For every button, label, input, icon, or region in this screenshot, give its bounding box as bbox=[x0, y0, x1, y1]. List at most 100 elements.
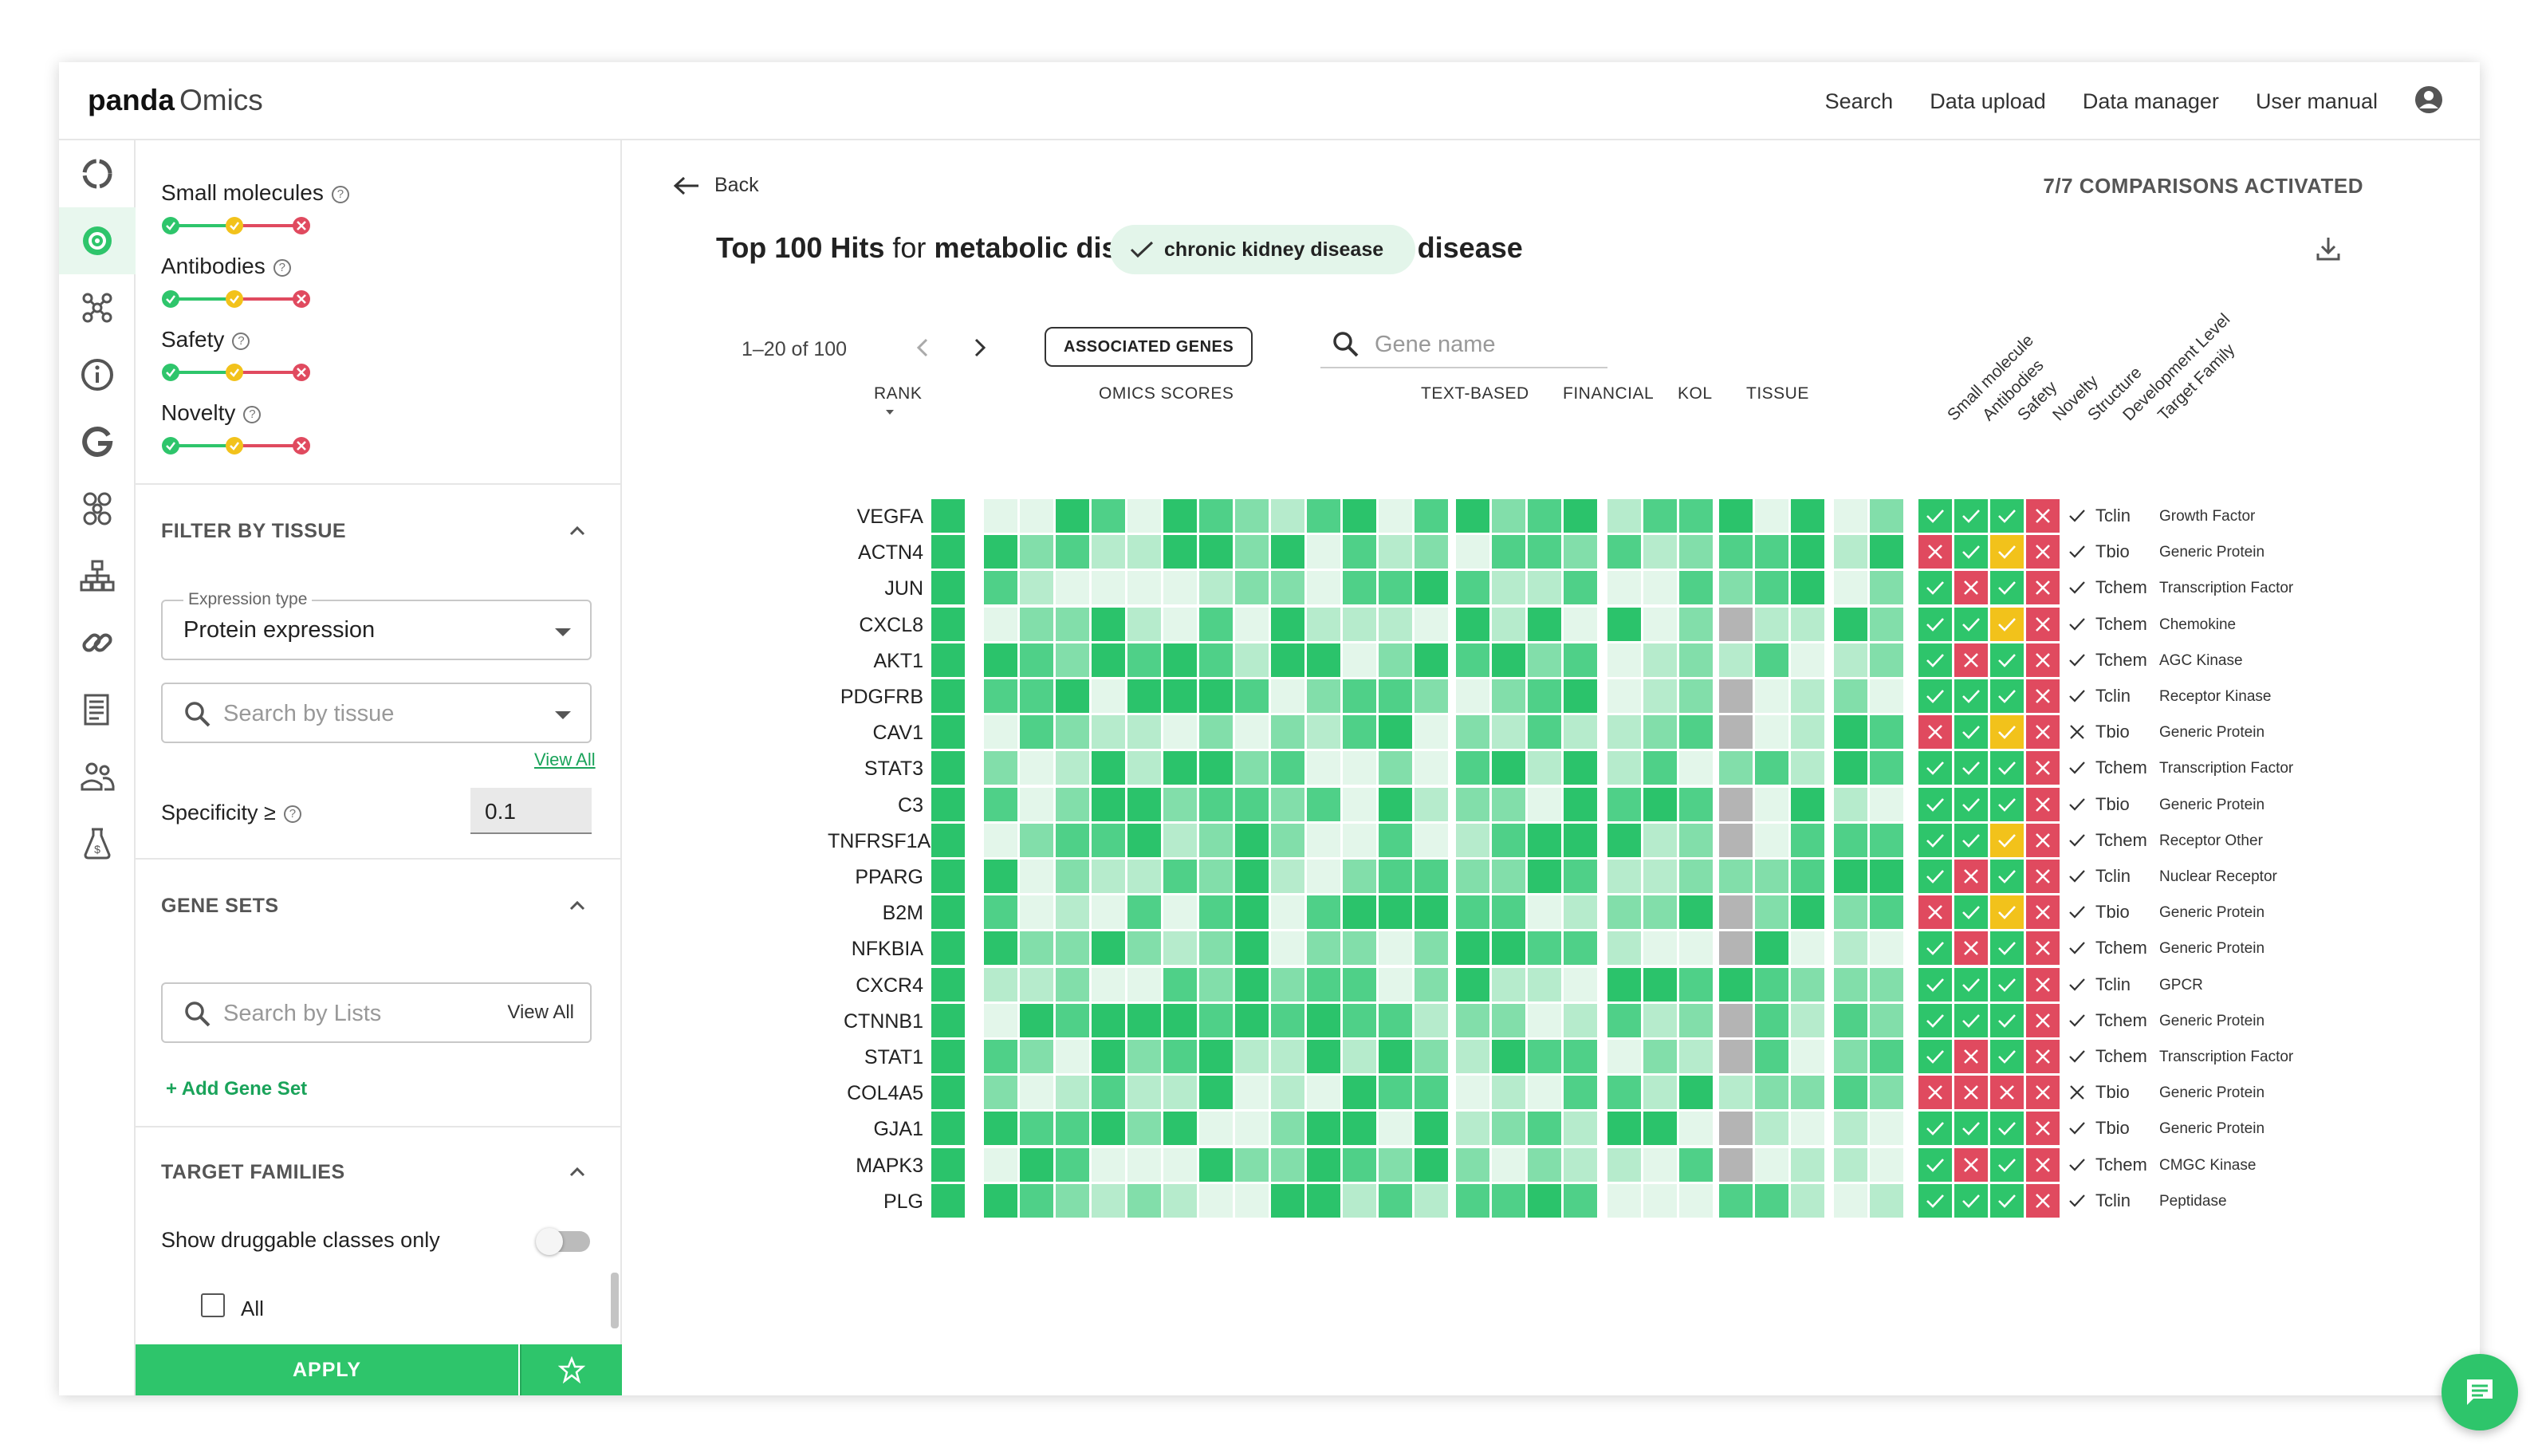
score-cell[interactable] bbox=[1235, 1040, 1269, 1073]
score-cell[interactable] bbox=[1415, 788, 1448, 821]
score-cell[interactable] bbox=[1755, 1004, 1788, 1037]
score-cell[interactable] bbox=[1379, 608, 1412, 641]
score-cell[interactable] bbox=[1056, 860, 1089, 893]
score-cell[interactable] bbox=[1755, 1148, 1788, 1182]
score-cell[interactable] bbox=[1271, 643, 1304, 677]
target-families-title[interactable]: TARGET FAMILIES bbox=[161, 1161, 345, 1183]
score-cell[interactable] bbox=[1343, 1004, 1376, 1037]
score-cell[interactable] bbox=[1056, 1040, 1089, 1073]
disease-chip[interactable]: chronic kidney disease bbox=[1110, 225, 1416, 274]
score-cell[interactable] bbox=[1870, 571, 1903, 604]
score-cell[interactable] bbox=[1679, 499, 1713, 533]
score-cell[interactable] bbox=[1020, 1076, 1053, 1109]
score-cell[interactable] bbox=[1379, 895, 1412, 929]
gene-lists-search-input[interactable]: Search by Lists View All bbox=[161, 982, 592, 1043]
score-cell[interactable] bbox=[1415, 715, 1448, 749]
score-cell[interactable] bbox=[984, 643, 1017, 677]
score-cell[interactable] bbox=[1528, 1148, 1561, 1182]
score-cell[interactable] bbox=[1199, 1148, 1233, 1182]
score-cell[interactable] bbox=[1528, 788, 1561, 821]
score-cell[interactable] bbox=[1834, 1112, 1867, 1145]
score-cell[interactable] bbox=[1271, 931, 1304, 965]
score-cell[interactable] bbox=[1791, 860, 1824, 893]
score-cell[interactable] bbox=[1870, 535, 1903, 569]
score-cell[interactable] bbox=[1127, 1004, 1161, 1037]
score-cell[interactable] bbox=[1020, 499, 1053, 533]
score-cell[interactable] bbox=[1834, 968, 1867, 1001]
score-cell[interactable] bbox=[1271, 1076, 1304, 1109]
gene-name[interactable]: C3 bbox=[898, 794, 923, 817]
score-cell[interactable] bbox=[1791, 895, 1824, 929]
score-cell[interactable] bbox=[1379, 1076, 1412, 1109]
score-cell[interactable] bbox=[1755, 788, 1788, 821]
score-cell[interactable] bbox=[1870, 1112, 1903, 1145]
score-cell[interactable] bbox=[1056, 1184, 1089, 1218]
score-cell[interactable] bbox=[1163, 679, 1197, 713]
score-cell[interactable] bbox=[931, 860, 965, 893]
score-cell[interactable] bbox=[1719, 1112, 1753, 1145]
score-cell[interactable] bbox=[1492, 499, 1525, 533]
score-cell[interactable] bbox=[1415, 1040, 1448, 1073]
score-cell[interactable] bbox=[1456, 895, 1489, 929]
score-cell[interactable] bbox=[1564, 895, 1597, 929]
score-cell[interactable] bbox=[1679, 571, 1713, 604]
score-cell[interactable] bbox=[1456, 751, 1489, 785]
score-cell[interactable] bbox=[1127, 968, 1161, 1001]
score-cell[interactable] bbox=[1719, 643, 1753, 677]
score-cell[interactable] bbox=[1564, 1004, 1597, 1037]
score-cell[interactable] bbox=[1607, 895, 1641, 929]
score-cell[interactable] bbox=[1235, 1148, 1269, 1182]
score-cell[interactable] bbox=[1456, 715, 1489, 749]
score-cell[interactable] bbox=[1834, 679, 1867, 713]
score-cell[interactable] bbox=[931, 608, 965, 641]
score-cell[interactable] bbox=[1679, 715, 1713, 749]
score-cell[interactable] bbox=[1127, 931, 1161, 965]
score-cell[interactable] bbox=[1679, 1076, 1713, 1109]
score-cell[interactable] bbox=[1092, 571, 1125, 604]
chat-button[interactable] bbox=[2442, 1354, 2518, 1430]
score-cell[interactable] bbox=[1056, 608, 1089, 641]
score-cell[interactable] bbox=[1528, 1076, 1561, 1109]
score-cell[interactable] bbox=[1679, 1040, 1713, 1073]
score-cell[interactable] bbox=[1643, 535, 1677, 569]
score-cell[interactable] bbox=[1643, 1040, 1677, 1073]
score-cell[interactable] bbox=[1056, 1076, 1089, 1109]
gene-name[interactable]: CXCL8 bbox=[859, 614, 923, 636]
score-cell[interactable] bbox=[1791, 535, 1824, 569]
score-cell[interactable] bbox=[1020, 968, 1053, 1001]
score-cell[interactable] bbox=[1719, 824, 1753, 857]
score-cell[interactable] bbox=[984, 1148, 1017, 1182]
score-cell[interactable] bbox=[1834, 860, 1867, 893]
score-cell[interactable] bbox=[1056, 824, 1089, 857]
header-rank[interactable]: RANK bbox=[874, 384, 923, 403]
score-cell[interactable] bbox=[1564, 715, 1597, 749]
score-cell[interactable] bbox=[1056, 968, 1089, 1001]
score-cell[interactable] bbox=[1564, 1076, 1597, 1109]
score-cell[interactable] bbox=[1679, 1112, 1713, 1145]
score-cell[interactable] bbox=[1415, 1004, 1448, 1037]
score-cell[interactable] bbox=[1528, 968, 1561, 1001]
score-cell[interactable] bbox=[1056, 788, 1089, 821]
score-cell[interactable] bbox=[1456, 1112, 1489, 1145]
score-cell[interactable] bbox=[1492, 571, 1525, 604]
score-cell[interactable] bbox=[1056, 751, 1089, 785]
score-cell[interactable] bbox=[1492, 1040, 1525, 1073]
specificity-input[interactable]: 0.1 bbox=[470, 788, 592, 834]
nav-user-manual[interactable]: User manual bbox=[2255, 89, 2378, 113]
score-cell[interactable] bbox=[1127, 824, 1161, 857]
score-cell[interactable] bbox=[1020, 751, 1053, 785]
score-cell[interactable] bbox=[1343, 824, 1376, 857]
score-cell[interactable] bbox=[1379, 535, 1412, 569]
score-cell[interactable] bbox=[1870, 968, 1903, 1001]
gene-name[interactable]: JUN bbox=[884, 577, 923, 600]
gene-name[interactable]: CXCR4 bbox=[856, 974, 923, 997]
score-cell[interactable] bbox=[1492, 1004, 1525, 1037]
help-icon[interactable]: ? bbox=[283, 805, 301, 823]
score-cell[interactable] bbox=[1092, 608, 1125, 641]
header-tissue[interactable]: TISSUE bbox=[1746, 384, 1809, 403]
score-cell[interactable] bbox=[1870, 751, 1903, 785]
score-cell[interactable] bbox=[1456, 643, 1489, 677]
score-cell[interactable] bbox=[1607, 824, 1641, 857]
score-cell[interactable] bbox=[1235, 499, 1269, 533]
score-cell[interactable] bbox=[1834, 571, 1867, 604]
